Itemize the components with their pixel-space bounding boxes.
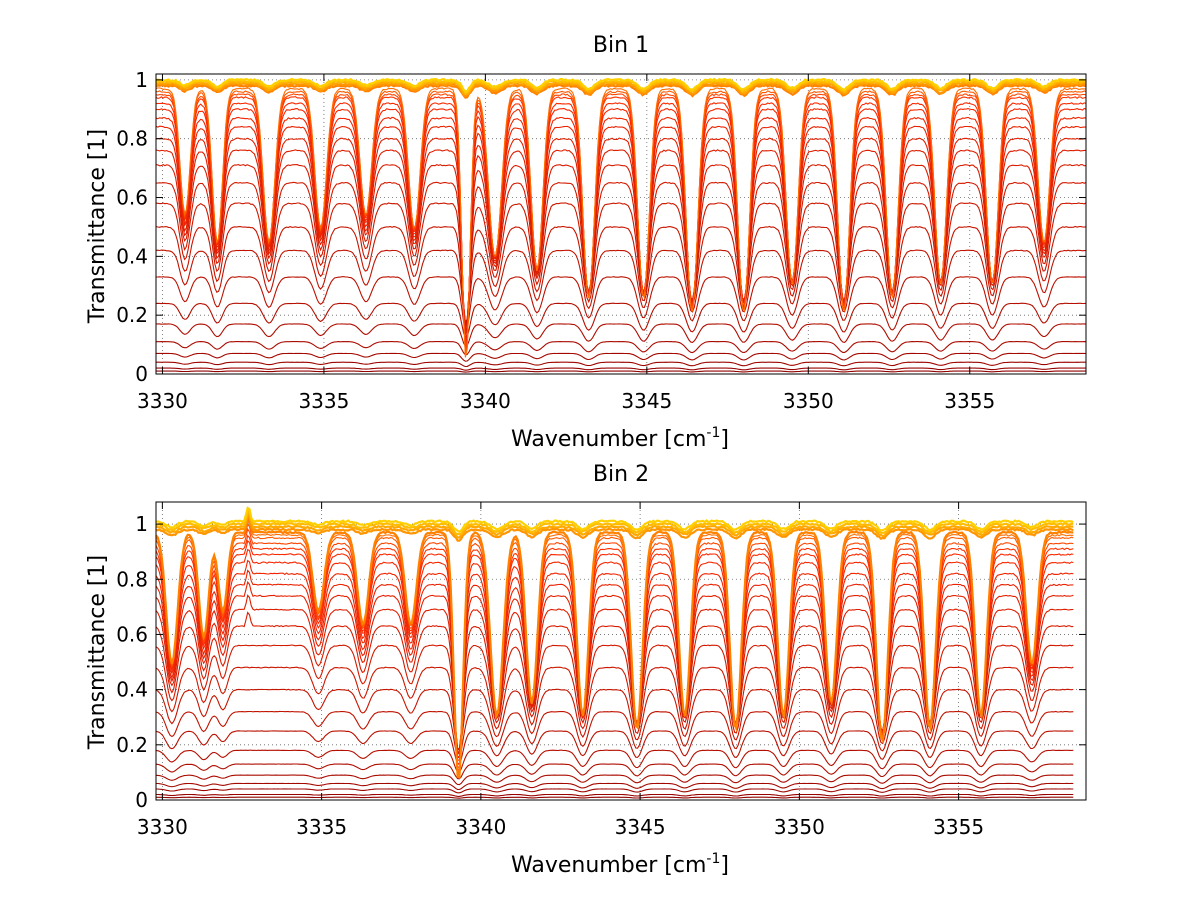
series-line bbox=[155, 594, 1074, 753]
x-axis-label-close: ] bbox=[720, 427, 729, 452]
series-line bbox=[155, 749, 1074, 773]
series-line bbox=[155, 249, 1087, 327]
series-line bbox=[155, 569, 1074, 759]
series-line bbox=[155, 688, 1074, 754]
tick-group: 3330 3335 3340 3345 3350 3355 0 0.2 0.4 0.6 0.8 1 bbox=[116, 502, 1086, 839]
series-line bbox=[155, 163, 1087, 328]
series-line bbox=[156, 367, 1086, 371]
y-tick-label: 0.2 bbox=[116, 733, 148, 757]
series-line bbox=[155, 506, 1074, 533]
series-line bbox=[156, 341, 1087, 356]
x-axis-label-close: ] bbox=[720, 853, 729, 878]
x-axis-label: Wavenumber [cm-1] bbox=[511, 425, 729, 452]
series-line bbox=[155, 137, 1087, 335]
series-line bbox=[155, 302, 1087, 339]
series-line bbox=[155, 80, 1087, 96]
series-line bbox=[155, 559, 1074, 762]
x-tick-label: 3350 bbox=[774, 815, 825, 839]
y-tick-label: 0 bbox=[135, 788, 148, 812]
x-tick-label: 3355 bbox=[944, 389, 995, 413]
series-group bbox=[155, 77, 1087, 375]
series-line bbox=[155, 323, 1087, 347]
chart-title: Bin 1 bbox=[593, 33, 649, 58]
y-tick-label: 0 bbox=[135, 362, 148, 386]
y-axis-label: Transmittance [1] bbox=[85, 555, 110, 750]
x-axis-label-superscript: -1 bbox=[706, 425, 720, 441]
series-line bbox=[156, 788, 1074, 794]
x-axis-label-text: Wavenumber [cm bbox=[511, 853, 706, 878]
x-tick-label: 3335 bbox=[296, 815, 347, 839]
series-line bbox=[155, 666, 1074, 750]
y-tick-label: 0.8 bbox=[116, 127, 148, 151]
plot-frame bbox=[155, 501, 1087, 801]
series-line bbox=[155, 202, 1087, 325]
x-tick-label: 3340 bbox=[460, 389, 511, 413]
x-tick-label: 3340 bbox=[455, 815, 506, 839]
y-axis-label: Transmittance [1] bbox=[85, 129, 110, 324]
y-tick-label: 0.4 bbox=[116, 244, 148, 268]
tick-group: 3330 3335 3340 3345 3350 3355 0 0.2 0.4 0.6 0.8 1 bbox=[116, 68, 1086, 413]
x-tick-label: 3330 bbox=[137, 815, 188, 839]
series-line bbox=[155, 763, 1074, 780]
series-line bbox=[155, 87, 1087, 358]
x-tick-label: 3345 bbox=[615, 815, 666, 839]
x-axis-label: Wavenumber [cm-1] bbox=[511, 851, 729, 878]
chart-bin-1: Bin 1 3330 3335 3340 3345 3350 3355 0 0.2 0.4 0.6… bbox=[85, 33, 1087, 452]
series-line bbox=[155, 580, 1074, 756]
series-line bbox=[155, 774, 1074, 786]
y-tick-label: 0.8 bbox=[116, 567, 148, 591]
x-tick-label: 3330 bbox=[137, 389, 188, 413]
chart-bin-2: Bin 2 3330 3335 3340 3345 3350 3355 0 0.2 0.4 0.6… bbox=[85, 462, 1087, 878]
y-tick-label: 0.2 bbox=[116, 303, 148, 327]
x-axis-label-text: Wavenumber [cm bbox=[511, 427, 706, 452]
y-tick-label: 1 bbox=[135, 512, 148, 536]
series-line bbox=[155, 515, 1074, 780]
x-tick-label: 3350 bbox=[783, 389, 834, 413]
series-line bbox=[156, 782, 1074, 791]
series-line bbox=[156, 352, 1087, 362]
series-line bbox=[155, 149, 1086, 332]
x-tick-label: 3345 bbox=[621, 389, 672, 413]
series-line bbox=[155, 644, 1074, 750]
series-line bbox=[155, 181, 1087, 326]
series-line bbox=[155, 508, 1074, 536]
series-group bbox=[155, 506, 1074, 801]
series-line bbox=[156, 370, 1086, 373]
series-line bbox=[156, 276, 1087, 331]
series-line bbox=[156, 361, 1086, 368]
series-line bbox=[155, 611, 1074, 751]
series-line bbox=[155, 512, 1074, 542]
series-line bbox=[155, 225, 1087, 324]
series-line bbox=[155, 77, 1087, 93]
chart-title: Bin 2 bbox=[593, 462, 649, 487]
y-tick-label: 0.6 bbox=[116, 622, 148, 646]
x-axis-label-superscript: -1 bbox=[706, 851, 720, 867]
series-line bbox=[155, 796, 1074, 799]
series-line bbox=[155, 710, 1074, 759]
x-tick-label: 3335 bbox=[298, 389, 349, 413]
y-tick-label: 1 bbox=[135, 68, 148, 92]
series-line bbox=[156, 793, 1074, 797]
series-line bbox=[155, 730, 1074, 765]
x-tick-label: 3355 bbox=[933, 815, 984, 839]
series-line bbox=[155, 510, 1074, 539]
plot-frame bbox=[155, 73, 1087, 375]
y-tick-label: 0.4 bbox=[116, 678, 148, 702]
y-tick-label: 0.6 bbox=[116, 186, 148, 210]
